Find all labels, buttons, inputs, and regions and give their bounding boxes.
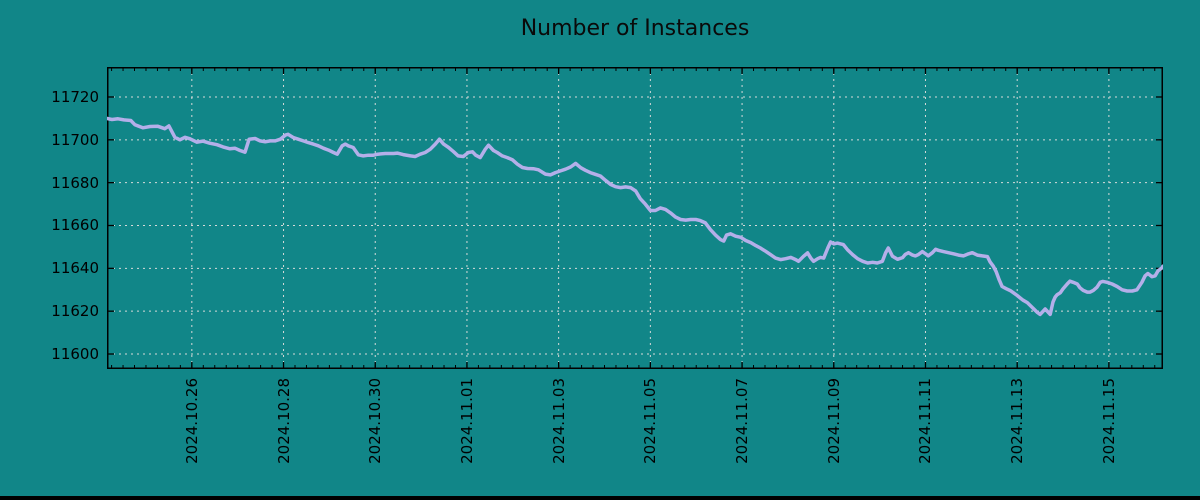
- x-tick-label: 2024.11.09: [824, 378, 843, 464]
- x-tick-label: 2024.11.11: [916, 378, 935, 464]
- y-tick-label: 11640: [51, 259, 99, 278]
- y-tick-label: 11600: [51, 345, 99, 363]
- y-tick-label: 11680: [51, 173, 99, 192]
- y-tick-label: 11700: [51, 130, 99, 149]
- x-tick-label: 2024.10.26: [182, 378, 201, 464]
- x-tick-label: 2024.11.05: [641, 378, 660, 464]
- x-tick-label: 2024.11.07: [733, 378, 752, 464]
- x-tick-label: 2024.10.28: [274, 378, 293, 464]
- x-tick-label: 2024.11.13: [1008, 378, 1027, 464]
- y-tick-label: 11620: [51, 302, 99, 321]
- x-tick-label: 2024.11.01: [457, 378, 476, 464]
- x-tick-label: 2024.10.30: [366, 378, 385, 464]
- y-tick-label: 11720: [51, 87, 99, 106]
- y-tick-label: 11660: [51, 216, 99, 235]
- data-line: [107, 116, 1163, 317]
- chart-title: Number of Instances: [520, 16, 750, 41]
- x-tick-label: 2024.11.15: [1099, 378, 1118, 464]
- chart-canvas: [107, 67, 1163, 369]
- bottom-edge-strip: [0, 496, 1200, 500]
- x-tick-label: 2024.11.03: [549, 378, 568, 464]
